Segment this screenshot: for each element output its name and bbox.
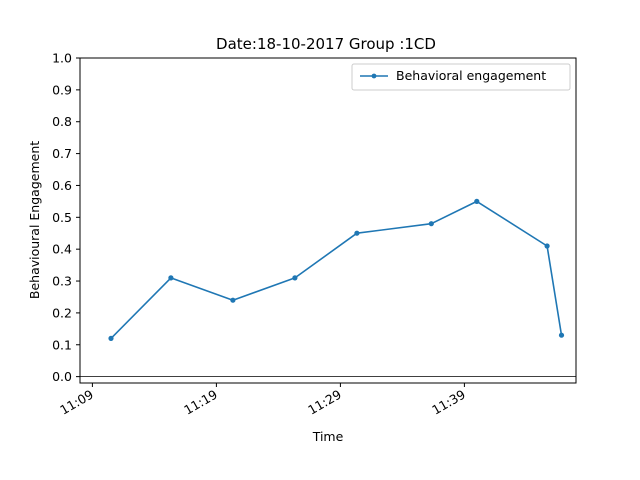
chart-title: Date:18-10-2017 Group :1CD (216, 35, 436, 53)
y-axis-label: Behavioural Engagement (27, 141, 42, 299)
y-tick-label: 0.5 (52, 210, 72, 225)
data-point (428, 221, 434, 227)
y-tick-label: 0.4 (52, 242, 72, 257)
y-tick-label: 0.9 (52, 82, 72, 97)
x-axis-label: Time (312, 429, 344, 444)
plot-area (79, 57, 577, 384)
x-tick-label: 11:09 (57, 387, 96, 418)
legend-box (351, 63, 571, 91)
y-tick-label: 0.8 (52, 114, 72, 129)
y-tick-label: 0.1 (52, 337, 72, 352)
legend: Behavioral engagement (351, 63, 571, 91)
y-tick-label: 0.3 (52, 274, 72, 289)
legend-marker-swatch (371, 73, 377, 79)
y-tick-label: 0.6 (52, 178, 72, 193)
x-tick-label: 11:19 (181, 387, 220, 418)
data-point (544, 243, 550, 249)
series-layer (108, 198, 565, 341)
x-axis: 11:09 11:19 11:29 11:39 (57, 383, 468, 418)
y-tick-label: 0.7 (52, 146, 72, 161)
data-point (108, 335, 114, 341)
series-line (110, 200, 563, 339)
data-point (558, 332, 565, 338)
y-tick-label: 0.0 (52, 369, 72, 384)
y-axis: 0.0 0.1 0.2 0.3 0.4 0.5 0.6 0.7 0.8 0.9 1.0 (52, 51, 576, 384)
legend-label: Behavioral engagement (396, 68, 546, 83)
data-point (230, 297, 236, 303)
y-tick-label: 0.2 (52, 305, 72, 320)
y-tick-label: 1.0 (52, 51, 72, 66)
data-point (474, 198, 480, 204)
data-point (292, 275, 298, 281)
x-tick-label: 11:29 (305, 387, 344, 418)
x-tick-label: 11:39 (429, 387, 468, 418)
data-point (168, 275, 174, 281)
data-point (354, 230, 360, 236)
